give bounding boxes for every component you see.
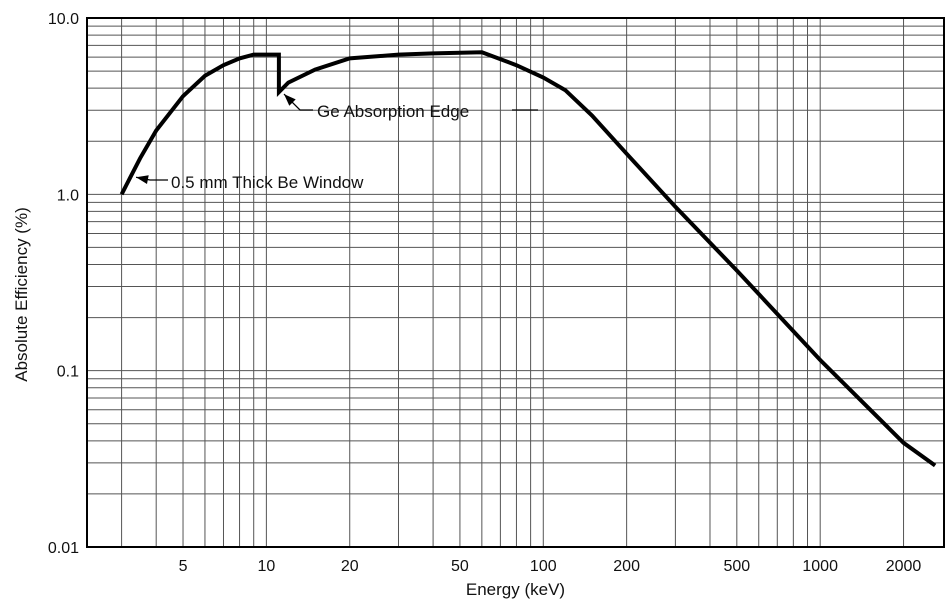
x-tick-label: 500 <box>723 558 750 575</box>
x-tick-label: 10 <box>257 558 275 575</box>
annotation-be-window: 0.5 mm Thick Be Window <box>171 173 364 192</box>
x-tick-label: 50 <box>451 558 469 575</box>
x-tick-label: 5 <box>179 558 188 575</box>
annotation-arrowhead <box>284 94 296 106</box>
y-tick-label: 1.0 <box>57 187 79 204</box>
plot-frame <box>86 17 945 548</box>
x-axis-title: Energy (keV) <box>466 580 565 599</box>
ticks-layer: 5 10 20 50 100 200 500 1000 2000 0.01 0.1 1.0 10.0 <box>48 11 922 575</box>
x-tick-label: 2000 <box>886 558 922 575</box>
annotation-arrowhead <box>136 175 149 184</box>
x-tick-label: 100 <box>530 558 557 575</box>
annotation-ge-absorption-edge: Ge Absorption Edge <box>317 102 469 121</box>
efficiency-curve <box>119 50 937 468</box>
x-tick-label: 200 <box>613 558 640 575</box>
x-tick-label: 20 <box>341 558 359 575</box>
curve-layer <box>119 50 937 468</box>
annotation-layer: Ge Absorption Edge 0.5 mm Thick Be Window <box>135 93 538 192</box>
y-tick-label: 0.01 <box>48 540 79 557</box>
y-tick-label: 10.0 <box>48 11 79 28</box>
grid-layer <box>87 18 944 547</box>
x-tick-label: 1000 <box>802 558 838 575</box>
y-tick-label: 0.1 <box>57 364 79 381</box>
y-axis-title: Absolute Efficiency (%) <box>12 207 31 381</box>
